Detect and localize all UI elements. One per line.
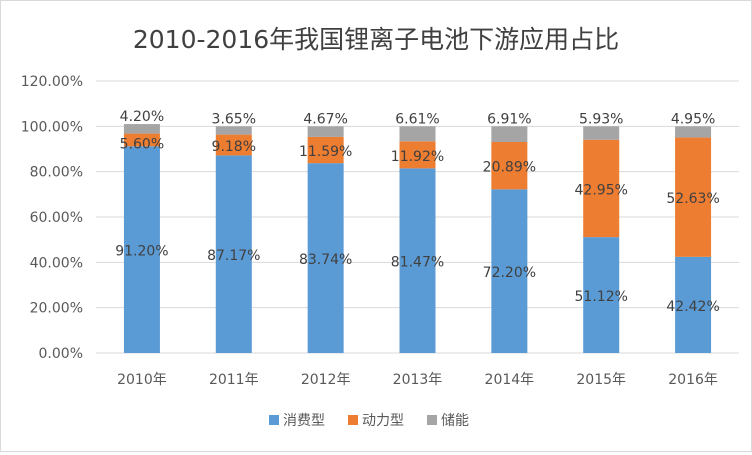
- data-label: 42.42%: [666, 299, 719, 315]
- data-label: 11.59%: [299, 144, 352, 160]
- bar-segment: [675, 256, 712, 353]
- x-tick-label: 2011年: [209, 372, 259, 388]
- bar-segment: [675, 137, 712, 257]
- data-label: 83.74%: [299, 252, 352, 268]
- legend-swatch: [269, 415, 279, 425]
- y-tick-label: 80.00%: [30, 165, 83, 181]
- legend-swatch: [427, 415, 437, 425]
- x-tick-label: 2016年: [668, 372, 718, 388]
- data-label: 3.65%: [212, 111, 256, 127]
- data-label: 52.63%: [666, 191, 719, 207]
- x-tick-label: 2012年: [301, 372, 351, 388]
- data-label: 81.47%: [391, 255, 444, 271]
- data-label: 5.60%: [120, 137, 164, 153]
- data-label: 6.61%: [395, 111, 439, 127]
- bar-segment: [583, 237, 620, 353]
- bar-segment: [583, 139, 620, 238]
- data-label: 20.89%: [483, 160, 536, 176]
- data-label: 51.12%: [575, 289, 628, 305]
- data-label: 4.95%: [671, 111, 715, 127]
- data-label: 87.17%: [207, 248, 260, 264]
- chart-title: 2010-2016年我国锂离子电池下游应用占比: [133, 25, 619, 54]
- data-label: 9.18%: [212, 139, 256, 155]
- bar-segment: [399, 168, 436, 353]
- legend-label: 消费型: [283, 413, 325, 429]
- y-tick-label: 100.00%: [21, 119, 83, 135]
- bar-segment: [491, 126, 528, 142]
- x-tick-label: 2010年: [117, 372, 167, 388]
- bar-segment: [123, 146, 160, 353]
- bar-segment: [399, 141, 436, 169]
- bar-segment: [307, 126, 344, 137]
- bar-segment: [399, 126, 436, 142]
- legend-swatch: [348, 415, 358, 425]
- bar-segment: [307, 136, 344, 164]
- data-label: 91.20%: [115, 244, 168, 260]
- data-label: 5.93%: [579, 111, 623, 127]
- y-tick-label: 120.00%: [21, 74, 83, 90]
- y-tick-label: 60.00%: [30, 210, 83, 226]
- data-label: 4.67%: [303, 111, 347, 127]
- data-label: 4.20%: [120, 109, 164, 125]
- data-label: 11.92%: [391, 149, 444, 165]
- bar-segment: [583, 126, 620, 140]
- y-tick-label: 0.00%: [39, 346, 83, 362]
- bar-segment: [215, 134, 252, 156]
- x-tick-label: 2013年: [393, 372, 443, 388]
- data-label: 6.91%: [487, 111, 531, 127]
- x-tick-label: 2014年: [485, 372, 535, 388]
- data-label: 42.95%: [575, 182, 628, 198]
- x-tick-label: 2015年: [576, 372, 626, 388]
- bar-segment: [491, 141, 528, 190]
- bar-segment: [307, 163, 344, 353]
- bar-segment: [491, 189, 528, 353]
- bar-segment: [215, 155, 252, 353]
- y-tick-label: 40.00%: [30, 255, 83, 271]
- y-tick-label: 20.00%: [30, 301, 83, 317]
- legend-label: 动力型: [362, 413, 404, 429]
- legend-label: 储能: [441, 413, 469, 429]
- bar-segment: [675, 126, 712, 138]
- bar-segment: [123, 133, 160, 147]
- data-label: 72.20%: [483, 265, 536, 281]
- bar-segment: [123, 124, 160, 134]
- bar-segment: [215, 126, 252, 135]
